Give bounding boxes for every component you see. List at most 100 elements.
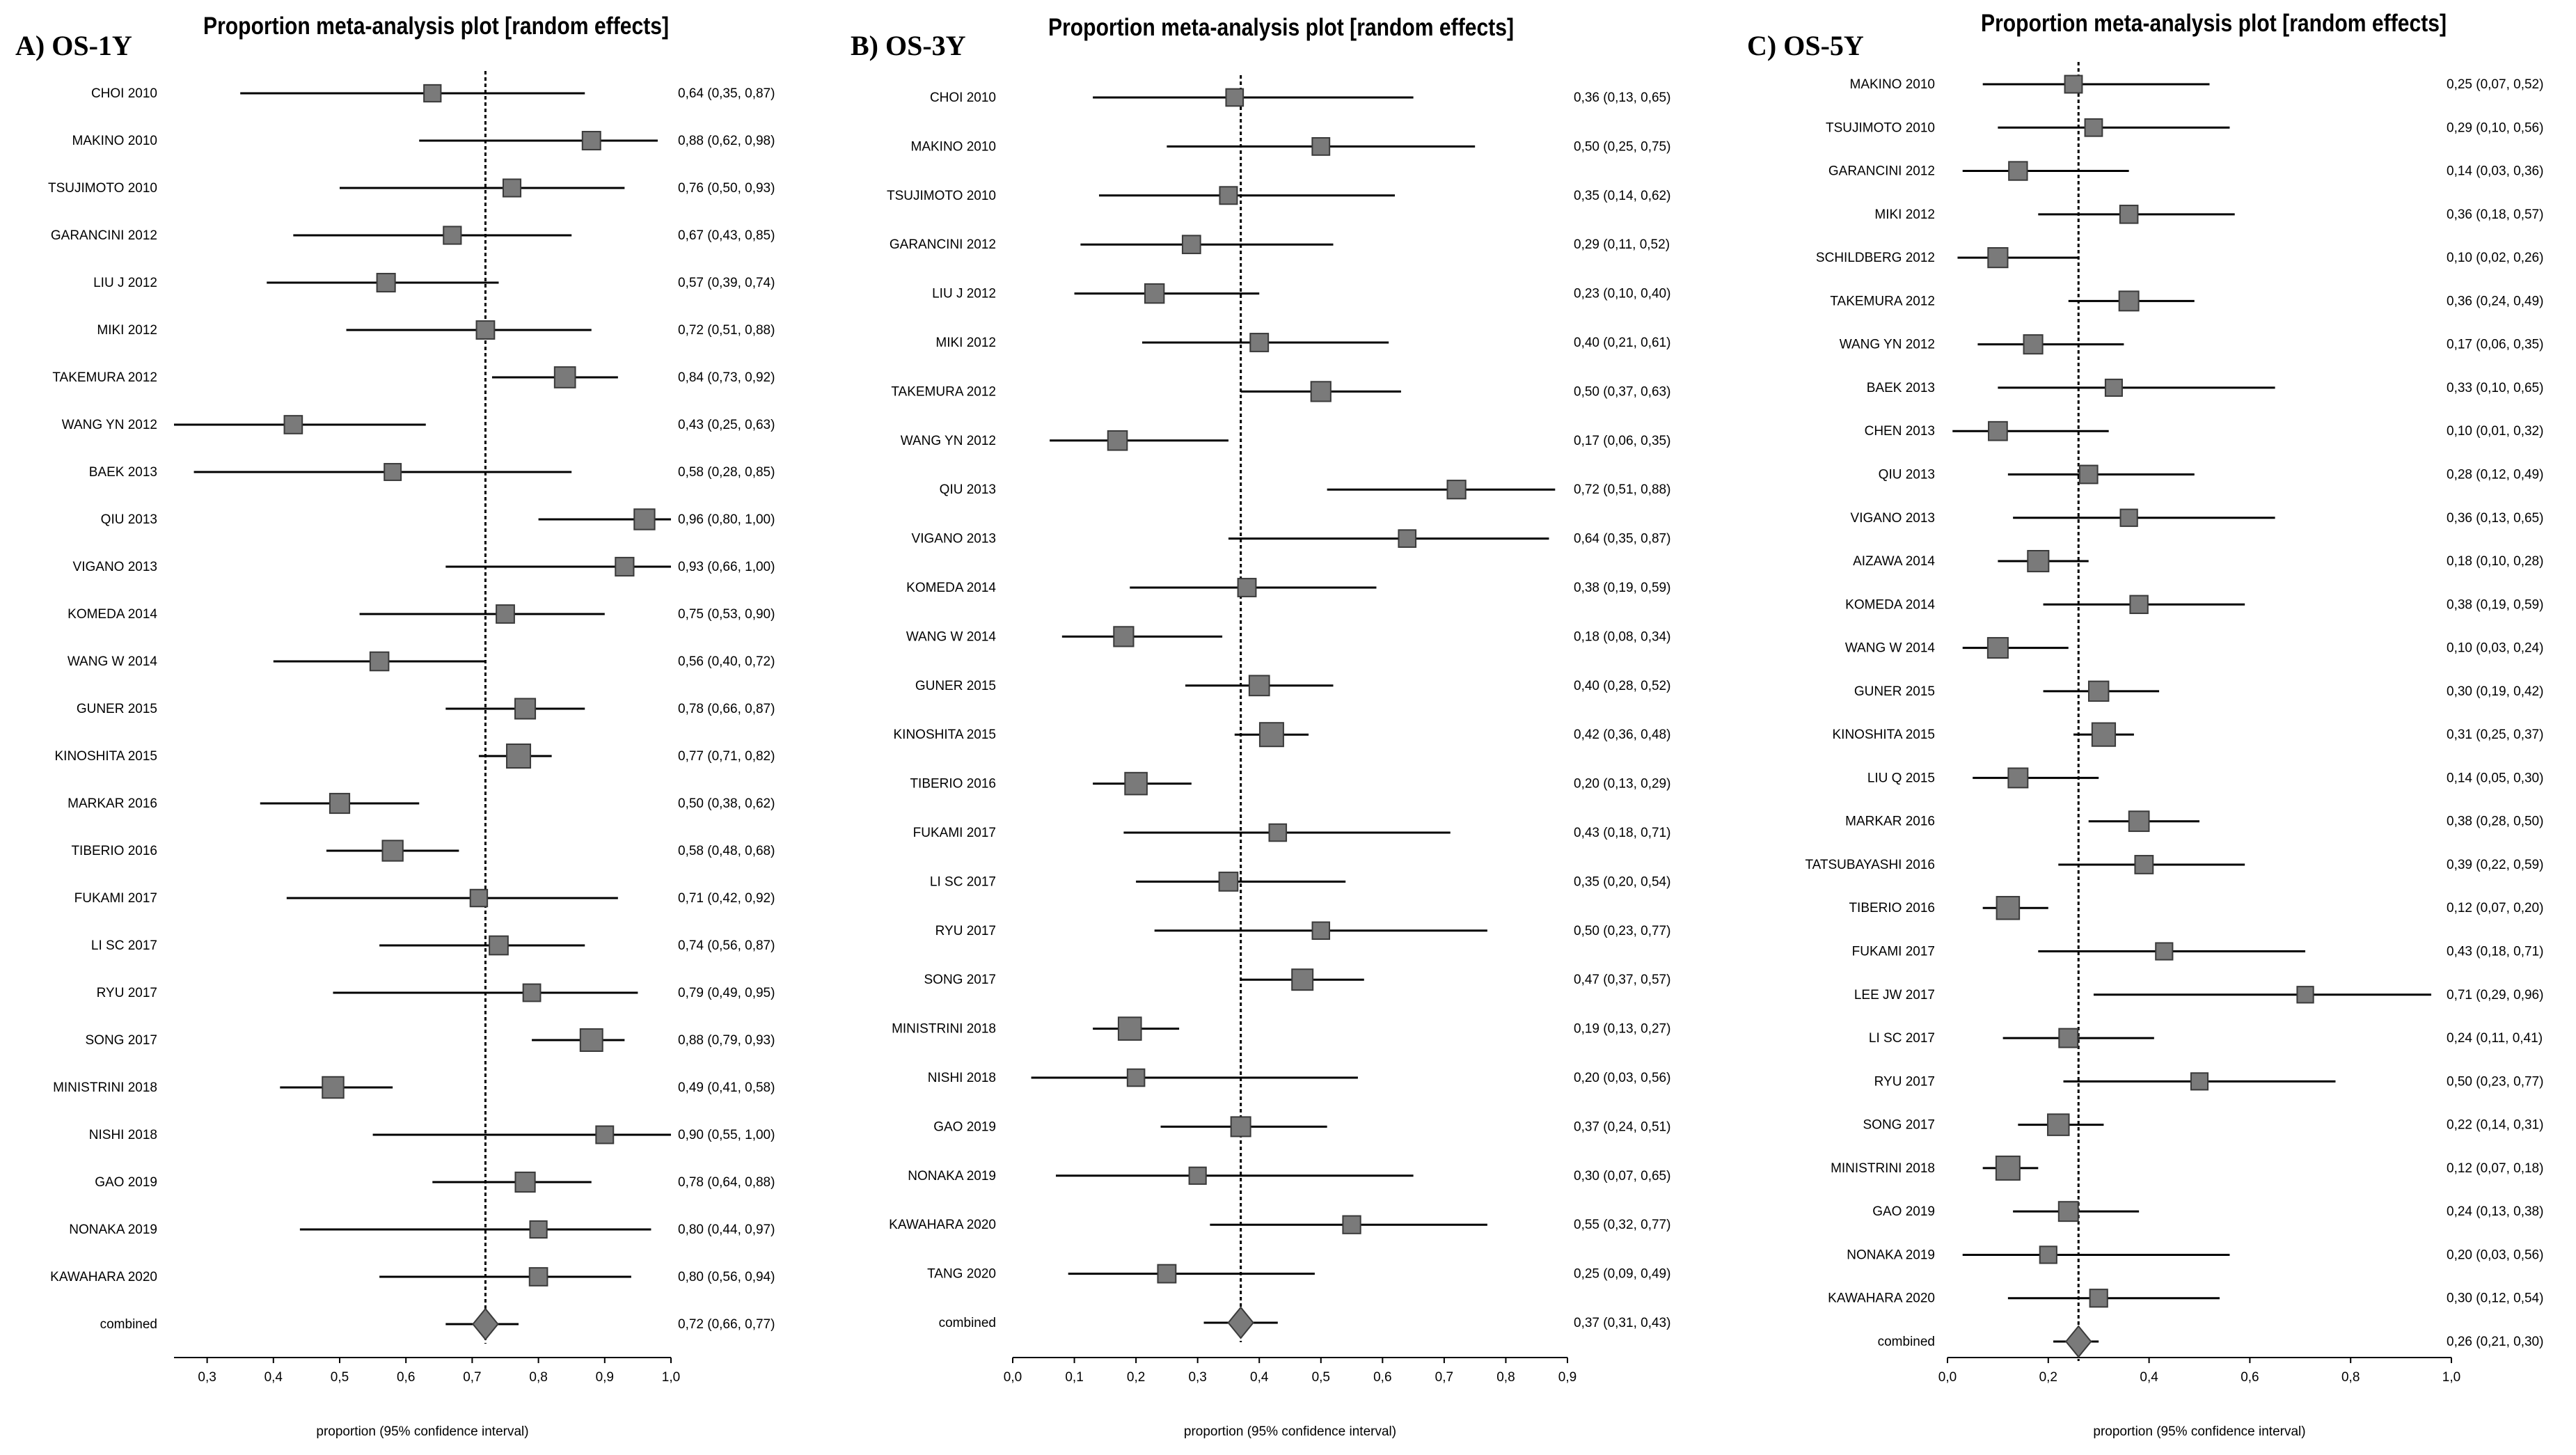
- study-ci-label: 0,17 (0,06, 0,35): [1574, 434, 1670, 448]
- x-tick-label: 0,4: [1250, 1370, 1269, 1385]
- study-label: NONAKA 2019: [69, 1222, 157, 1237]
- study-label: NISHI 2018: [928, 1071, 996, 1085]
- study-estimate-marker: [1987, 247, 2009, 269]
- study-ci-label: 0,75 (0,53, 0,90): [678, 607, 775, 622]
- study-estimate-marker: [1188, 1166, 1207, 1185]
- study-label: TIBERIO 2016: [910, 777, 996, 792]
- x-axis-title: proportion (95% confidence interval): [2093, 1424, 2305, 1439]
- study-ci-label: 0,14 (0,03, 0,36): [2447, 164, 2543, 179]
- study-estimate-marker: [1225, 88, 1244, 107]
- study-row: WANG W 2014 0,10 (0,03, 0,24): [1845, 637, 2543, 659]
- study-row: MAKINO 2010 0,50 (0,25, 0,75): [911, 136, 1670, 156]
- study-ci-label: 0,84 (0,73, 0,92): [678, 370, 775, 385]
- study-ci-label: 0,17 (0,06, 0,35): [2447, 338, 2543, 352]
- study-estimate-marker: [489, 935, 509, 956]
- study-label: TIBERIO 2016: [71, 844, 157, 858]
- forest-plot-os-1y: 0,3 0,4 0,5 0,6 0,7 0,8 0,9 1,0 proportion (95% …: [48, 71, 775, 1439]
- x-tick-label: 0,8: [1496, 1370, 1515, 1385]
- study-label: MARKAR 2016: [68, 796, 157, 811]
- study-ci-label: 0,55 (0,32, 0,77): [1574, 1218, 1670, 1232]
- study-ci-label: 0,78 (0,64, 0,88): [678, 1175, 775, 1190]
- forest-plot-os-5y: 0,0 0,2 0,4 0,6 0,8 1,0 proportion (95% confid…: [1805, 62, 2543, 1439]
- study-estimate-marker: [2155, 942, 2174, 961]
- study-row: TSUJIMOTO 2010 0,35 (0,14, 0,62): [887, 186, 1670, 205]
- study-label: VIGANO 2013: [912, 532, 996, 546]
- study-ci-label: 0,93 (0,66, 1,00): [678, 560, 775, 574]
- study-label: FUKAMI 2017: [74, 891, 157, 906]
- study-estimate-marker: [496, 604, 515, 624]
- study-ci-label: 0,58 (0,28, 0,85): [678, 465, 775, 480]
- study-label: SONG 2017: [1863, 1118, 1936, 1133]
- study-row: KINOSHITA 2015 0,77 (0,71, 0,82): [55, 744, 775, 769]
- study-label: KOMEDA 2014: [68, 607, 157, 622]
- study-estimate-marker: [329, 792, 351, 815]
- study-label: KAWAHARA 2020: [889, 1218, 996, 1232]
- study-ci-label: 0,24 (0,13, 0,38): [2447, 1204, 2543, 1219]
- combined-ci-label: 0,37 (0,31, 0,43): [1574, 1316, 1670, 1330]
- study-row: QIU 2013 0,28 (0,12, 0,49): [1879, 464, 2543, 485]
- study-label: LIU Q 2015: [1867, 771, 1935, 785]
- study-label: FUKAMI 2017: [913, 826, 996, 840]
- x-tick-label: 0,6: [397, 1370, 415, 1385]
- study-ci-label: 0,80 (0,56, 0,94): [678, 1270, 775, 1284]
- study-ci-label: 0,12 (0,07, 0,20): [2447, 901, 2543, 915]
- study-label: GUNER 2015: [77, 702, 157, 716]
- study-ci-label: 0,40 (0,21, 0,61): [1574, 336, 1670, 350]
- panel-title: Proportion meta-analysis plot [random ef…: [203, 13, 669, 40]
- study-row: GAO 2019 0,37 (0,24, 0,51): [933, 1116, 1670, 1138]
- study-ci-label: 0,20 (0,13, 0,29): [1574, 777, 1670, 792]
- study-label: KOMEDA 2014: [1845, 597, 1935, 612]
- study-row: KINOSHITA 2015 0,31 (0,25, 0,37): [1833, 722, 2543, 747]
- study-label: MINISTRINI 2018: [53, 1080, 157, 1095]
- x-tick-label: 0,0: [1938, 1370, 1957, 1385]
- study-label: QIU 2013: [1879, 467, 1935, 482]
- study-estimate-marker: [615, 556, 635, 577]
- study-label: TAKEMURA 2012: [52, 370, 157, 385]
- study-row: GARANCINI 2012 0,67 (0,43, 0,85): [51, 226, 775, 245]
- x-axis: 0,0 0,2 0,4 0,6 0,8 1,0: [1938, 1357, 2460, 1385]
- study-row: KINOSHITA 2015 0,42 (0,36, 0,48): [894, 722, 1670, 748]
- study-row: TANG 2020 0,25 (0,09, 0,49): [927, 1264, 1670, 1284]
- study-label: GARANCINI 2012: [1828, 164, 1935, 179]
- study-ci-label: 0,96 (0,80, 1,00): [678, 512, 775, 527]
- study-ci-label: 0,36 (0,13, 0,65): [1574, 91, 1670, 105]
- study-label: KINOSHITA 2015: [55, 749, 158, 764]
- study-estimate-marker: [1268, 823, 1288, 842]
- study-estimate-marker: [381, 840, 404, 862]
- study-row: VIGANO 2013 0,64 (0,35, 0,87): [912, 529, 1670, 548]
- study-ci-label: 0,50 (0,25, 0,75): [1574, 139, 1670, 154]
- study-estimate-marker: [553, 366, 576, 388]
- study-label: NONAKA 2019: [1847, 1248, 1935, 1262]
- study-row: KOMEDA 2014 0,75 (0,53, 0,90): [68, 604, 775, 624]
- study-estimate-marker: [528, 1267, 548, 1287]
- x-tick-label: 0,7: [463, 1370, 481, 1385]
- study-row: QIU 2013 0,96 (0,80, 1,00): [101, 508, 775, 530]
- study-estimate-marker: [1113, 626, 1135, 647]
- study-estimate-marker: [1218, 872, 1239, 892]
- study-label: VIGANO 2013: [73, 560, 157, 574]
- x-axis-title: proportion (95% confidence interval): [316, 1424, 528, 1439]
- study-estimate-marker: [1291, 968, 1314, 991]
- study-ci-label: 0,18 (0,08, 0,34): [1574, 629, 1670, 644]
- x-tick-label: 0,3: [198, 1370, 216, 1385]
- study-label: GAO 2019: [95, 1175, 157, 1190]
- study-label: TANG 2020: [927, 1267, 996, 1282]
- study-estimate-marker: [506, 744, 532, 769]
- study-estimate-marker: [2087, 680, 2110, 702]
- study-label: TSUJIMOTO 2010: [1826, 120, 1935, 135]
- study-row: WANG W 2014 0,56 (0,40, 0,72): [68, 651, 775, 672]
- study-estimate-marker: [469, 888, 489, 908]
- study-ci-label: 0,71 (0,42, 0,92): [678, 891, 775, 906]
- study-row: MINISTRINI 2018 0,49 (0,41, 0,58): [53, 1076, 775, 1099]
- study-estimate-marker: [1310, 381, 1332, 402]
- study-row: MINISTRINI 2018 0,19 (0,13, 0,27): [892, 1016, 1670, 1041]
- x-tick-label: 0,9: [596, 1370, 614, 1385]
- combined-ci-label: 0,72 (0,66, 0,77): [678, 1317, 775, 1332]
- study-row: TATSUBAYASHI 2016 0,39 (0,22, 0,59): [1805, 855, 2543, 874]
- study-estimate-marker: [1311, 921, 1331, 941]
- study-row: WANG YN 2012 0,17 (0,06, 0,35): [1840, 334, 2543, 355]
- study-label: SCHILDBERG 2012: [1816, 251, 1935, 265]
- study-label: GUNER 2015: [915, 679, 996, 693]
- study-ci-label: 0,50 (0,23, 0,77): [1574, 924, 1670, 938]
- study-row: TSUJIMOTO 2010 0,29 (0,10, 0,56): [1826, 118, 2543, 137]
